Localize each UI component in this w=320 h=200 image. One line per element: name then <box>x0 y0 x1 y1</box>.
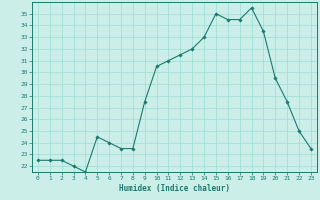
X-axis label: Humidex (Indice chaleur): Humidex (Indice chaleur) <box>119 184 230 193</box>
